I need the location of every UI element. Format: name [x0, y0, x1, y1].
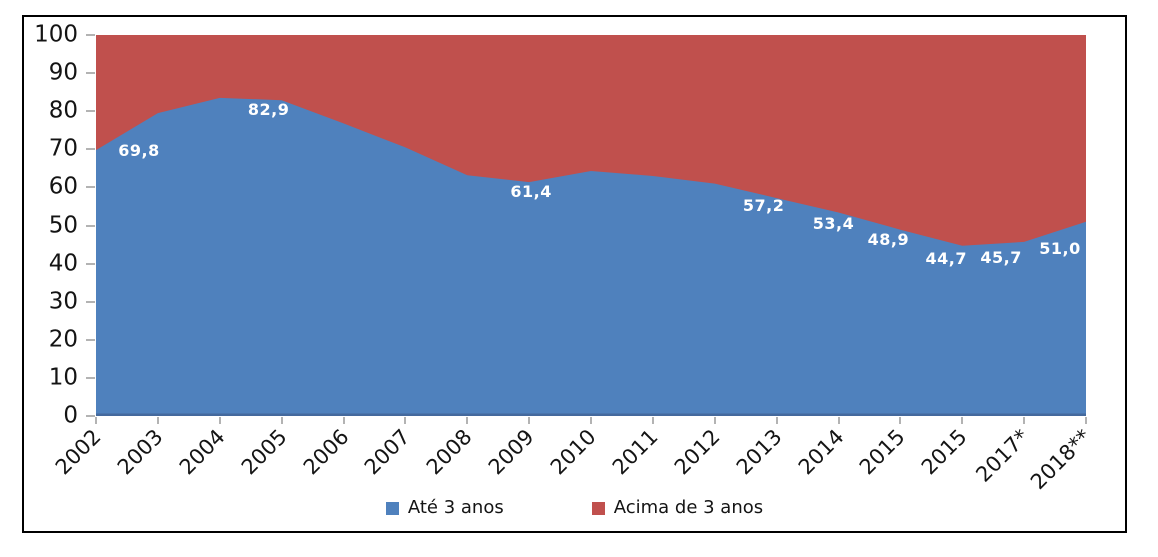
x-axis-tick-mark: [775, 417, 778, 424]
data-label-2015: 48,9: [867, 229, 910, 249]
y-axis-tick-label: 0: [63, 402, 78, 429]
legend-label-acima-de-3-anos: Acima de 3 anos: [613, 497, 764, 518]
y-axis-tick-label: 40: [48, 250, 78, 277]
y-axis-tick-label: 90: [48, 59, 78, 86]
x-axis-tick-mark: [528, 417, 531, 424]
stacked-area-svg: [96, 35, 1086, 416]
legend-swatch-blue-icon: [385, 501, 399, 515]
x-axis-tick-mark: [156, 417, 159, 424]
data-label-2013: 57,2: [742, 196, 785, 216]
y-axis-tick-mark: [86, 110, 95, 113]
x-axis-tick-mark: [961, 417, 964, 424]
y-axis-tick-mark: [86, 262, 95, 265]
x-axis-tick-mark: [899, 417, 902, 424]
area-ate-3-anos: [96, 97, 1086, 416]
y-axis-tick-label: 30: [48, 288, 78, 315]
plot-area: 69,8 82,9 61,4 57,2 53,4 48,9 44,7 45,7 51,0: [96, 35, 1086, 416]
x-axis-tick-mark: [342, 417, 345, 424]
x-axis-tick-mark: [1023, 417, 1026, 424]
legend-item-acima-de-3-anos: Acima de 3 anos: [591, 497, 764, 518]
data-label-2002: 69,8: [118, 141, 160, 161]
y-axis-tick-mark: [86, 34, 95, 36]
y-axis-tick-mark: [86, 338, 95, 341]
x-axis-tick-mark: [651, 417, 654, 424]
data-label-2014: 53,4: [812, 213, 855, 233]
data-label-2005: 82,9: [247, 100, 290, 120]
x-axis-tick-mark: [1085, 417, 1087, 424]
x-axis-tick-mark: [466, 417, 469, 424]
y-axis-tick-label: 100: [34, 21, 78, 48]
y-axis-tick-mark: [86, 186, 95, 189]
data-label-2015: 44,7: [925, 248, 967, 268]
y-axis-tick-mark: [86, 72, 95, 75]
x-axis-tick-mark: [837, 417, 840, 424]
x-axis-tick-mark: [713, 417, 716, 424]
x-axis-tick-mark: [218, 417, 221, 424]
y-axis-tick-label: 70: [48, 135, 78, 162]
legend-item-ate-3-anos: Até 3 anos: [385, 497, 504, 518]
x-axis-tick-mark: [95, 417, 97, 424]
x-axis-line: [96, 413, 1086, 416]
x-axis-tick-mark: [280, 417, 283, 424]
x-axis-tick-mark: [404, 417, 407, 424]
y-axis-tick-mark: [86, 415, 95, 417]
y-axis-tick-mark: [86, 148, 95, 151]
y-axis-tick-label: 20: [48, 326, 78, 353]
data-label-2017*: 45,7: [980, 247, 1022, 267]
data-label-2009: 61,4: [510, 182, 552, 202]
legend-swatch-red-icon: [591, 501, 605, 515]
data-label-2018**: 51,0: [1039, 238, 1081, 258]
y-axis-tick-label: 50: [48, 212, 78, 238]
y-axis-tick-label: 60: [48, 173, 78, 200]
y-axis-tick-label: 10: [48, 364, 78, 391]
legend: Até 3 anos Acima de 3 anos: [22, 499, 1127, 517]
x-axis-tick-mark: [590, 417, 592, 424]
y-axis-tick-mark: [86, 300, 95, 303]
y-axis-tick-mark: [86, 376, 95, 379]
legend-label-ate-3-anos: Até 3 anos: [407, 497, 504, 518]
y-axis-tick-mark: [86, 224, 95, 227]
y-axis-tick-label: 80: [48, 97, 78, 124]
